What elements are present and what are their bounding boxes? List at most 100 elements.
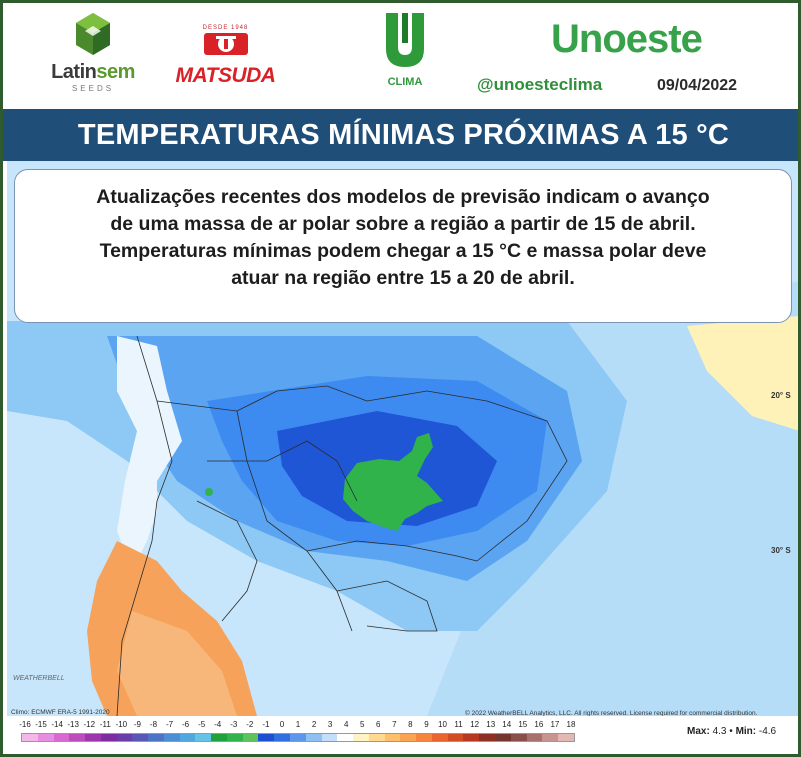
- legend-swatch: [132, 734, 149, 741]
- max-min-readout: Max: 4.3 • Min: -4.6: [687, 726, 776, 737]
- legend-swatch: [321, 734, 338, 741]
- legend-swatch: [290, 734, 306, 741]
- legend-swatch: [179, 734, 196, 741]
- weatherbell-logo: WEATHERBELL: [13, 675, 65, 682]
- country-borders: [116, 335, 568, 716]
- message-line-1: Atualizações recentes dos modelos de pre…: [96, 186, 710, 208]
- legend-swatch: [510, 734, 527, 741]
- legend-swatch: [479, 734, 495, 741]
- copyright-notice: © 2022 WeatherBELL Analytics, LLC. All r…: [465, 710, 758, 717]
- max-label: Max:: [687, 726, 710, 737]
- legend-tick: -2: [246, 720, 254, 729]
- latinsem-tagline: SEEDS: [71, 84, 115, 93]
- legend-swatch: [258, 734, 275, 741]
- legend-tick: -9: [133, 720, 141, 729]
- legend-tick: -14: [51, 720, 63, 729]
- legend-swatch: [53, 734, 70, 741]
- warm-anomaly-southwest-inner: [117, 611, 237, 716]
- lat-label-30s: 30° S: [771, 546, 791, 555]
- green-anomaly-region: [343, 433, 443, 531]
- ocean-region: [427, 281, 798, 716]
- matsuda-since-label: DESDE 1948: [202, 25, 249, 31]
- legend-swatch: [384, 734, 401, 741]
- legend-swatch: [37, 734, 54, 741]
- legend-swatch: [305, 734, 322, 741]
- legend-tick: -13: [67, 720, 79, 729]
- matsuda-wordmark: MATSUDA: [175, 64, 276, 87]
- title-bar: TEMPERATURAS MÍNIMAS PRÓXIMAS A 15 °C: [3, 109, 798, 161]
- legend-swatch: [242, 734, 259, 741]
- andes-cold-band: [117, 336, 182, 571]
- lat-label-20s: 20° S: [771, 391, 791, 400]
- legend-tick: 5: [360, 720, 365, 729]
- legend-swatch: [211, 734, 227, 741]
- legend-tick: 6: [376, 720, 381, 729]
- unoeste-wordmark: Unoeste: [551, 17, 703, 61]
- legend-tick: 11: [454, 720, 463, 729]
- legend-swatch: [400, 734, 417, 741]
- legend-tick: -15: [35, 720, 47, 729]
- legend-tick: -5: [198, 720, 206, 729]
- legend-tick: 14: [502, 720, 512, 729]
- legend-tick: 7: [392, 720, 397, 729]
- issue-date: 09/04/2022: [657, 77, 738, 94]
- warm-anomaly-northeast: [687, 316, 798, 431]
- min-label: Min:: [735, 726, 757, 737]
- legend-swatch: [447, 734, 464, 741]
- legend-tick: 3: [327, 720, 333, 729]
- legend-tick: -16: [19, 720, 31, 729]
- legend-swatch: [337, 734, 354, 741]
- message-line-3: Temperaturas mínimas podem chegar a 15 °…: [99, 240, 707, 262]
- legend-color-bar: [21, 733, 575, 742]
- matsuda-emblem-icon: [203, 33, 248, 55]
- legend-tick: -10: [115, 720, 128, 729]
- legend-swatch: [163, 734, 180, 741]
- legend-swatch: [69, 734, 86, 741]
- legend-tick: 16: [534, 720, 544, 729]
- legend-swatch: [526, 734, 543, 741]
- legend-tick: -4: [214, 720, 222, 729]
- legend-swatch: [195, 734, 212, 741]
- legend-tick: 1: [295, 720, 301, 729]
- legend-swatch: [148, 734, 164, 741]
- color-scale-legend: -16 -15 -14 -13 -12 -11 -10 -9 -8 -7 -6 -5 -4 -3 -2 -1 0…: [3, 716, 798, 754]
- legend-tick: -8: [149, 720, 158, 729]
- legend-swatch: [274, 734, 291, 741]
- legend-swatch: [431, 734, 448, 741]
- legend-swatch: [416, 734, 432, 741]
- matsuda-logo: DESDE 1948 MATSUDA: [163, 25, 288, 95]
- legend-swatch: [368, 734, 385, 741]
- legend-tick-labels: -16 -15 -14 -13 -12 -11 -10 -9 -8 -7 -6 -5 -4 -3 -2 -1 0…: [19, 720, 576, 732]
- legend-tick: -3: [230, 720, 238, 729]
- latinsem-logo: Latinsem SEEDS: [43, 11, 143, 101]
- legend-swatch: [463, 734, 480, 741]
- legend-swatch: [22, 734, 38, 741]
- min-value: -4.6: [758, 726, 777, 737]
- legend-swatch: [558, 734, 574, 741]
- legend-tick: 12: [470, 720, 480, 729]
- legend-tick: 10: [438, 720, 447, 729]
- legend-tick: 18: [566, 720, 576, 729]
- unoeste-clima-logo: CLIMA: [375, 11, 435, 96]
- message-line-4: atuar na região entre 15 a 20 de abril.: [231, 267, 575, 289]
- legend-tick: 4: [343, 720, 349, 729]
- message-line-2: de uma massa de ar polar sobre a região …: [110, 213, 696, 235]
- u-clima-icon: [386, 13, 424, 67]
- header: Latinsem SEEDS DESDE 1948 MATSUDA CLIMA …: [3, 3, 798, 107]
- legend-tick: -7: [165, 720, 174, 729]
- legend-swatch: [116, 734, 133, 741]
- legend-swatch: [100, 734, 117, 741]
- legend-swatch: [353, 734, 369, 741]
- legend-tick: 2: [311, 720, 317, 729]
- max-value: 4.3: [712, 726, 727, 737]
- social-handle: @unoesteclima: [477, 75, 603, 94]
- legend-tick: -1: [262, 720, 270, 729]
- latinsem-hexagon-icon: [76, 13, 110, 55]
- legend-tick: 13: [486, 720, 496, 729]
- legend-tick: 9: [424, 720, 429, 729]
- green-anomaly-spot: [205, 488, 213, 496]
- legend-tick: 17: [550, 720, 560, 729]
- legend-tick: 8: [408, 720, 413, 729]
- page-title: TEMPERATURAS MÍNIMAS PRÓXIMAS A 15 °C: [77, 119, 730, 151]
